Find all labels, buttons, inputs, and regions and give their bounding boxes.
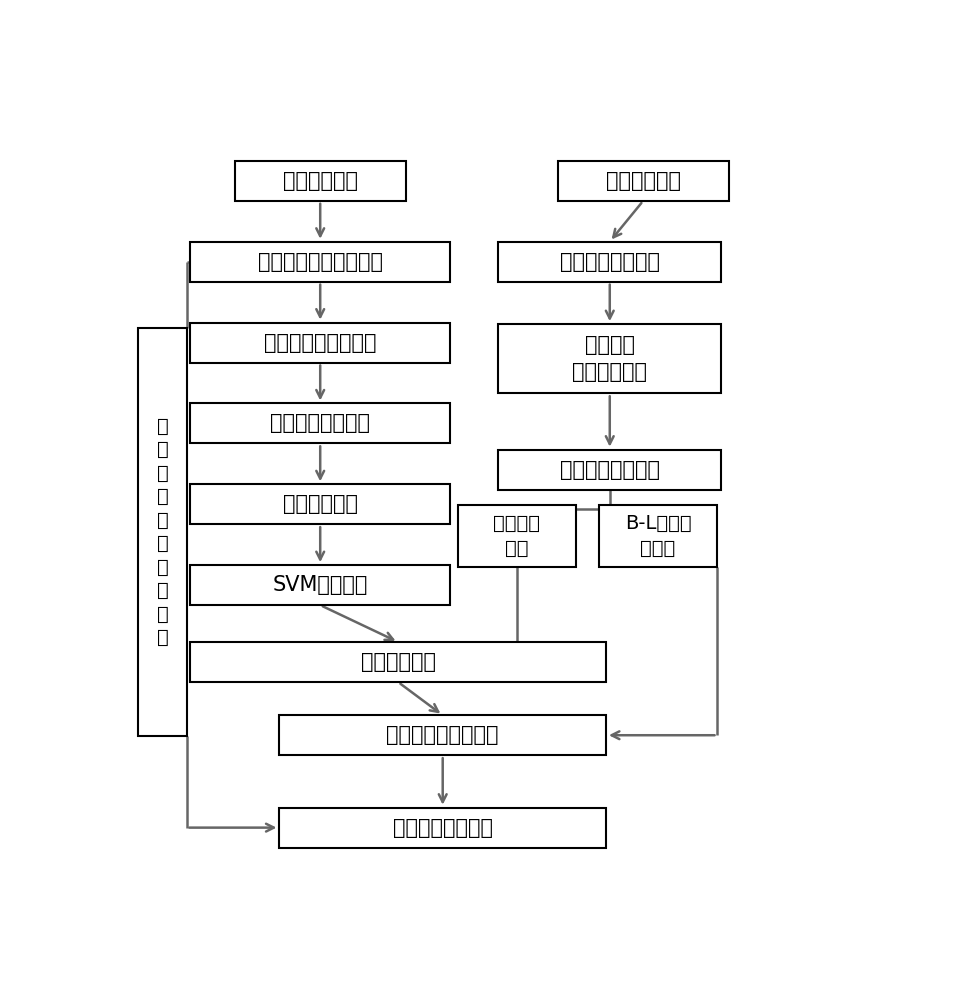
FancyBboxPatch shape [280,808,606,848]
FancyBboxPatch shape [498,242,721,282]
Text: 组
分
名
称
和
浓
度
查
找
表: 组 分 名 称 和 浓 度 查 找 表 [156,417,169,647]
FancyBboxPatch shape [558,161,728,201]
FancyBboxPatch shape [191,484,450,524]
FancyBboxPatch shape [191,323,450,363]
Text: 待测未知油种: 待测未知油种 [605,171,681,191]
FancyBboxPatch shape [191,242,450,282]
Text: 提取特征参数: 提取特征参数 [283,494,357,514]
Text: 化学分离得到各个组分: 化学分离得到各个组分 [258,252,382,272]
Text: B-L定律确
定浓度: B-L定律确 定浓度 [625,514,692,558]
FancyBboxPatch shape [191,642,606,682]
Text: 提取特征
参数: 提取特征 参数 [493,514,540,558]
Text: SVM模型训练: SVM模型训练 [272,575,368,595]
FancyBboxPatch shape [191,565,450,605]
Text: 各个独立分量光谱: 各个独立分量光谱 [559,460,660,480]
Text: 盲源分离
独立分量分析: 盲源分离 独立分量分析 [572,335,648,382]
FancyBboxPatch shape [138,328,187,736]
Text: 识别得到各组分名称: 识别得到各组分名称 [386,725,499,745]
Text: 测量其混合的光谱: 测量其混合的光谱 [559,252,660,272]
FancyBboxPatch shape [191,403,450,443]
Text: 精细化的识别结果: 精细化的识别结果 [393,818,492,838]
Text: 已知各个油种: 已知各个油种 [283,171,357,191]
FancyBboxPatch shape [599,505,718,567]
FancyBboxPatch shape [498,450,721,490]
FancyBboxPatch shape [498,324,721,393]
FancyBboxPatch shape [458,505,577,567]
Text: 测量各个组分的光谱: 测量各个组分的光谱 [264,333,376,353]
Text: 训练好的模型: 训练好的模型 [360,652,436,672]
Text: 各组分光谱数据库: 各组分光谱数据库 [270,413,370,433]
FancyBboxPatch shape [280,715,606,755]
FancyBboxPatch shape [235,161,405,201]
